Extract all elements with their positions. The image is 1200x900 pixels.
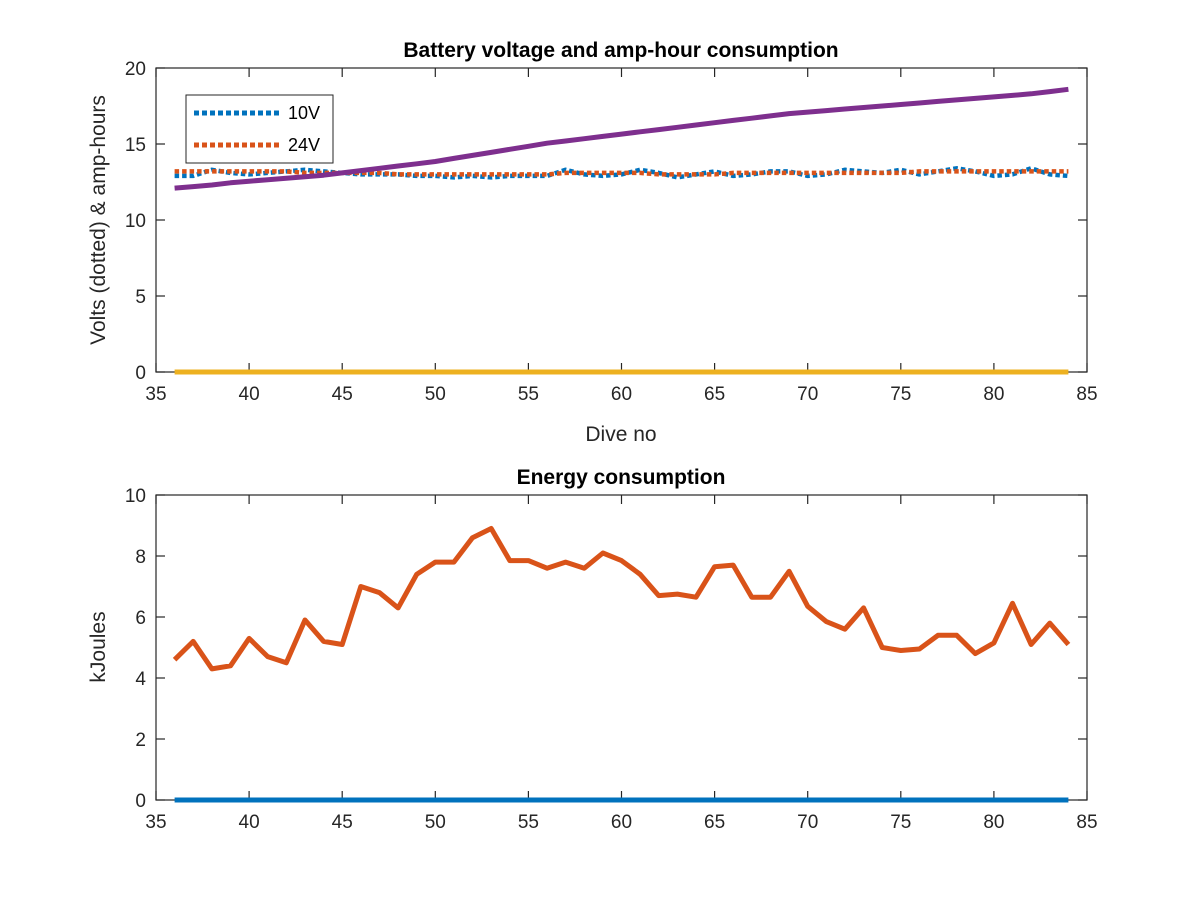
bottom-ytick-label: 2: [135, 730, 146, 751]
bottom-xtick-label: 45: [332, 812, 353, 833]
bottom-series-line-1: [172, 526, 1071, 672]
top-ytick-label: 0: [135, 363, 146, 384]
top-xtick-label: 60: [611, 384, 632, 405]
bottom-xtick-label: 55: [518, 812, 539, 833]
top-series-line-3: [174, 86, 1069, 191]
top-xtick-label: 55: [518, 384, 539, 405]
top-ytick-label: 10: [125, 211, 146, 232]
bottom-xtick-label: 35: [145, 812, 166, 833]
top-xtick-label: 80: [983, 384, 1004, 405]
top-ytick-label: 15: [125, 135, 146, 156]
bottom-plot-title: Energy consumption: [517, 466, 726, 489]
bottom-xtick-label: 80: [983, 812, 1004, 833]
top-ytick-label: 20: [125, 59, 146, 80]
top-xtick-label: 45: [332, 384, 353, 405]
top-x-axis-label: Dive no: [585, 423, 656, 446]
bottom-xtick-label: 75: [890, 812, 911, 833]
bottom-xtick-label: 40: [239, 812, 260, 833]
bottom-y-axis-label: kJoules: [87, 611, 110, 682]
bottom-subplot: Energy consumption 35 40 45 50 55 60 65 70 75 80 8…: [87, 466, 1098, 833]
top-ytick-label: 5: [135, 287, 146, 308]
bottom-xtick-label: 85: [1076, 812, 1097, 833]
top-subplot: Battery voltage and amp-hour consumption…: [87, 39, 1098, 446]
bottom-ytick-label: 6: [135, 608, 146, 629]
top-xtick-label: 75: [890, 384, 911, 405]
bottom-ytick-label: 10: [125, 486, 146, 507]
top-xtick-label: 40: [239, 384, 260, 405]
top-xtick-label: 70: [797, 384, 818, 405]
bottom-ytick-label: 8: [135, 547, 146, 568]
bottom-ytick-label: 4: [135, 669, 146, 690]
legend: 10V 24V: [185, 94, 334, 164]
legend-label-24v: 24V: [288, 135, 320, 155]
top-y-axis-label: Volts (dotted) & amp-hours: [87, 95, 110, 345]
bottom-xtick-label: 70: [797, 812, 818, 833]
legend-box: [185, 94, 334, 164]
top-xtick-label: 50: [425, 384, 446, 405]
bottom-xtick-label: 50: [425, 812, 446, 833]
top-plot-title: Battery voltage and amp-hour consumption: [403, 39, 838, 62]
legend-label-10v: 10V: [288, 103, 320, 123]
bottom-ytick-label: 0: [135, 791, 146, 812]
bottom-xtick-label: 65: [704, 812, 725, 833]
top-xtick-label: 65: [704, 384, 725, 405]
top-series-line-1: [174, 169, 1069, 177]
top-xtick-label: 35: [145, 384, 166, 405]
top-series-line-0: [174, 166, 1069, 180]
bottom-xtick-label: 60: [611, 812, 632, 833]
top-xtick-label: 85: [1076, 384, 1097, 405]
